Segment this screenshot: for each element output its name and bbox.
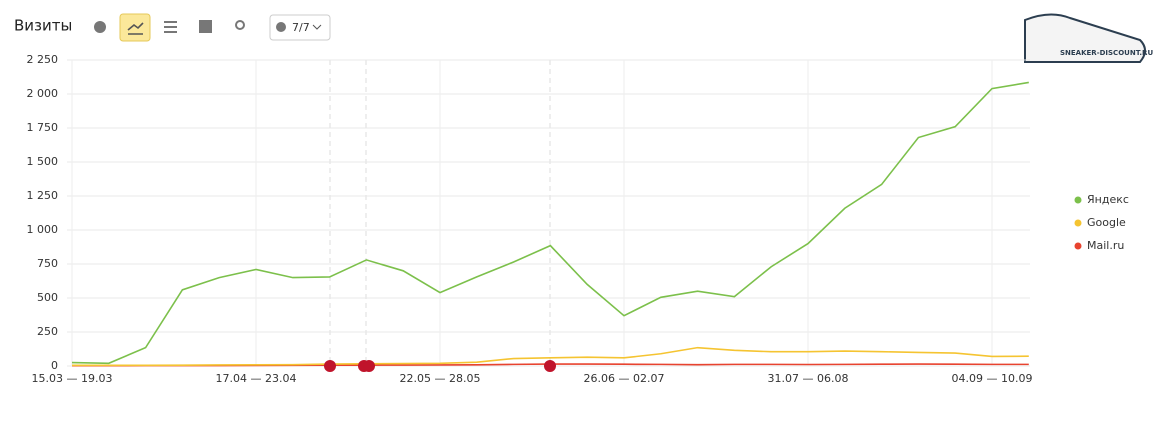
legend-label: Mail.ru (1087, 239, 1124, 252)
filter-button[interactable] (269, 14, 331, 41)
y-tick-label: 1 000 (27, 223, 59, 236)
comment-icon (276, 22, 286, 32)
legend-marker (1074, 219, 1082, 227)
logo-shape (1024, 13, 1146, 63)
logo-text: SNEAKER-DISCOUNT.RU (1060, 49, 1153, 57)
x-tick-label: 04.09 — 10.09 (952, 372, 1033, 385)
annotation-marker[interactable] (363, 360, 375, 372)
y-tick-label: 2 250 (27, 53, 59, 66)
y-tick-label: 0 (51, 359, 58, 372)
y-tick-label: 1 250 (27, 189, 59, 202)
map-icon[interactable] (235, 20, 245, 30)
x-tick-label: 17.04 — 23.04 (216, 372, 297, 385)
y-tick-label: 2 000 (27, 87, 59, 100)
annotations (329, 60, 551, 366)
legend-label: Google (1087, 216, 1126, 229)
page-title: Визиты (14, 17, 72, 35)
annotation-marker[interactable] (324, 360, 336, 372)
y-tick-label: 750 (37, 257, 58, 270)
area-icon[interactable] (164, 21, 177, 33)
legend-marker (1074, 196, 1082, 204)
x-tick-label: 26.06 — 02.07 (584, 372, 665, 385)
legend-label: Яндекс (1087, 193, 1129, 206)
x-tick-label: 15.03 — 19.03 (32, 372, 113, 385)
y-tick-label: 500 (37, 291, 58, 304)
annotation-marker[interactable] (544, 360, 556, 372)
y-tick-label: 250 (37, 325, 58, 338)
annotation-markers[interactable] (324, 360, 556, 372)
pie-icon[interactable] (94, 21, 106, 33)
bar-icon[interactable] (199, 20, 212, 33)
x-tick-label: 22.05 — 28.05 (400, 372, 481, 385)
line-icon-active[interactable] (119, 13, 151, 42)
y-tick-label: 1 500 (27, 155, 59, 168)
y-tick-label: 1 750 (27, 121, 59, 134)
x-tick-label: 31.07 — 06.08 (768, 372, 849, 385)
legend-marker (1074, 242, 1082, 250)
series-line (72, 346, 1029, 367)
plot: 0 250 500 750 1 000 1 250 1 500 1 750 2 000 2 250… (27, 53, 1033, 385)
series-line (71, 81, 1029, 365)
filter-label: 7/7 (292, 21, 310, 34)
toolbar[interactable]: 7/7 (94, 13, 331, 42)
chevron (312, 24, 322, 30)
logo: SNEAKER-DISCOUNT.RU (1024, 13, 1153, 63)
line-icon (127, 22, 144, 35)
